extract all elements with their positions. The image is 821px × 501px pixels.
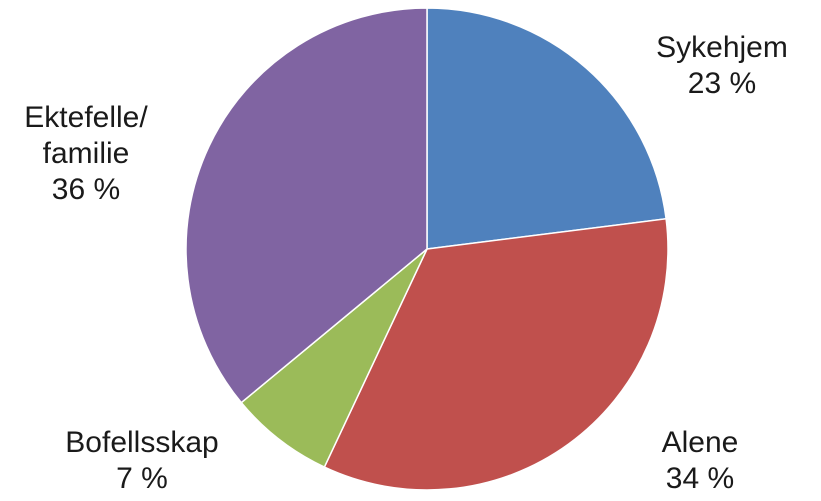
pie-slice-sykehjem <box>426 7 667 250</box>
label-ektefelle-line2: familie <box>42 137 130 170</box>
label-alene-percent: 34 % <box>665 462 735 495</box>
label-ektefelle-line1: Ektefelle/ <box>24 101 148 134</box>
label-bofellsskap-percent: 7 % <box>116 462 168 495</box>
label-sykehjem-name: Sykehjem <box>656 31 788 64</box>
label-bofellsskap: Bofellsskap 7 % <box>65 425 218 497</box>
label-sykehjem-percent: 23 % <box>687 67 757 100</box>
label-alene-name: Alene <box>661 426 739 459</box>
pie-slice-ektefelle-familie <box>185 7 428 404</box>
pie-slice-bofellsskap <box>240 248 428 469</box>
label-alene: Alene 34 % <box>662 425 739 497</box>
label-ektefelle-percent: 36 % <box>51 173 121 206</box>
label-bofellsskap-name: Bofellsskap <box>65 426 219 459</box>
label-sykehjem: Sykehjem 23 % <box>656 30 788 102</box>
pie-slice-alene <box>323 217 669 491</box>
label-ektefelle-familie: Ektefelle/ familie 36 % <box>24 100 147 208</box>
